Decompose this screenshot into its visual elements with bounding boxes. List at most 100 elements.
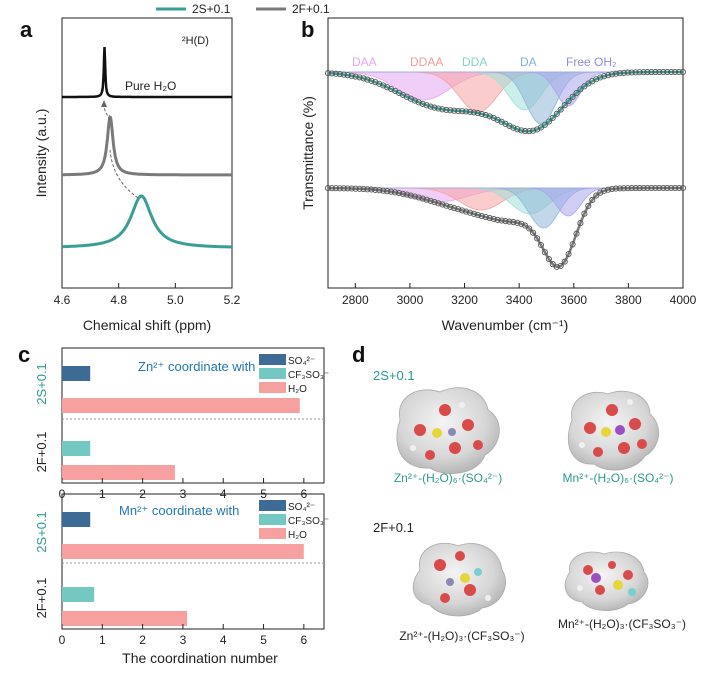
mn-bar-2S01-h2o: [62, 544, 304, 559]
panel-c-letter: c: [18, 342, 30, 367]
panel-a-tick-label: 5.0: [167, 293, 184, 307]
zn-cf3so3-cluster-image: [412, 542, 507, 617]
ftir-2f-point: [573, 230, 580, 237]
mn-tick-label: 6: [301, 633, 308, 647]
ftir-2f-point: [672, 184, 679, 192]
ftir-fit-2s: [327, 70, 683, 133]
ftir-2f-point: [348, 185, 355, 192]
ftir-2f-point: [644, 184, 651, 192]
zn-tick-label: 1: [99, 487, 106, 501]
panel-a: a ²H(D) Pure H₂O 4.6 4.8 5.0 5.2 Chemical s…: [20, 17, 241, 333]
ftir-2s-point: [384, 84, 391, 91]
zn-tick-label: 6: [301, 487, 308, 501]
ftir-2f-point: [534, 235, 541, 242]
ftir-2s-point: [601, 73, 608, 80]
ftir-2f-point: [443, 202, 450, 209]
ftir-2f-point: [340, 185, 347, 192]
ftir-2f-point: [581, 210, 588, 217]
ftir-2f-point: [435, 200, 442, 207]
ftir-2f-point: [557, 262, 564, 269]
zn-so4-cluster-image: [396, 387, 500, 474]
mn-legend-so4: SO₄²⁻: [288, 502, 315, 513]
ftir-2f-point: [384, 188, 391, 195]
ftir-2f-point: [502, 218, 509, 225]
ftir-2f-point: [620, 185, 627, 192]
ftir-2f-point: [545, 255, 552, 263]
mn-legend-h2o: H₂O: [288, 530, 307, 541]
ftir-2s-point: [676, 68, 683, 76]
ftir-2f-point: [356, 185, 363, 192]
ftir-2f-point: [336, 185, 343, 192]
zn-tick-label: 5: [260, 487, 267, 501]
ftir-2f-point: [364, 186, 371, 193]
ftir-2f-point: [415, 194, 422, 201]
nmr-curve-2s: [62, 194, 232, 249]
panel-b-xlabel: Wavenumber (cm⁻¹): [442, 317, 569, 333]
ftir-2f-point: [328, 185, 335, 192]
peak-label-ddaa: DDAA: [410, 55, 443, 69]
ftir-2f-point: [376, 187, 383, 194]
ftir-2f-point: [388, 188, 395, 195]
ftir-2f-point: [459, 207, 466, 214]
ftir-2s-point: [573, 89, 580, 97]
ftir-2s-point: [419, 100, 426, 107]
peak-label-daa: DAA: [352, 55, 377, 69]
ftir-2s-point: [620, 69, 627, 76]
zn-legend-cf3so3: CF₃SO₃⁻: [288, 370, 329, 381]
ftir-2f-point: [392, 189, 399, 196]
panel-b-ylabel: Transmittance (%): [300, 96, 316, 210]
ftir-2f-point: [640, 184, 647, 192]
ftir-2s-point: [435, 105, 442, 112]
ftir-2s-point: [660, 68, 667, 76]
ftir-2s-point: [340, 71, 347, 78]
ftir-2s-point: [486, 113, 493, 120]
ftir-2f-point: [526, 225, 533, 232]
zn-group-label-2s: 2S+0.1: [34, 363, 49, 405]
ftir-2s-point: [549, 114, 556, 121]
ftir-2f-point: [541, 249, 548, 256]
ftir-2s-point: [648, 69, 655, 76]
shift-arrow-lower: [109, 149, 139, 199]
panel-a-xlabel: Chemical shift (ppm): [83, 317, 211, 333]
ftir-2f-point: [577, 220, 584, 227]
ftir-2s-point: [644, 69, 651, 76]
ftir-2s-point: [376, 80, 383, 87]
ftir-2f-point: [616, 185, 623, 192]
ftir-2s-point: [478, 110, 485, 118]
ftir-2f-point: [593, 192, 600, 199]
ftir-2s-point: [411, 97, 418, 104]
ftir-2s-point: [431, 104, 438, 111]
zn-tick-label: 0: [59, 487, 66, 501]
ftir-2f-point: [490, 215, 497, 223]
panel-b-tick-label: 4000: [670, 293, 697, 307]
ftir-2s-point: [608, 71, 616, 78]
peak-label-dda: DDA: [462, 55, 487, 69]
panel-a-tick-label: 5.2: [224, 293, 241, 307]
panel-b-tick-label: 3200: [451, 293, 478, 307]
panel-b-xticks: 2800 3000 3200 3400 3600 3800 4000: [342, 283, 697, 307]
ftir-2s-point: [455, 107, 462, 115]
ftir-2s-point: [328, 70, 335, 77]
ftir-2f-point: [514, 219, 521, 226]
zn-legend-swatch-h2o: [259, 382, 286, 393]
ftir-2f-point: [636, 185, 643, 192]
ftir-2s-point: [459, 108, 466, 115]
ftir-2f-point: [447, 203, 454, 210]
ftir-2f-point: [399, 190, 406, 197]
ftir-2s-point: [545, 118, 552, 125]
ftir-2f-point: [360, 185, 367, 193]
ftir-2f-point: [589, 196, 596, 203]
ftir-2f-point: [522, 222, 529, 229]
ftir-2s-point: [569, 93, 576, 100]
ftir-2s-point: [597, 74, 604, 81]
pure-h2o-label: Pure H₂O: [125, 79, 176, 93]
ftir-component-fills: [328, 71, 683, 229]
ftir-2s-point: [423, 102, 430, 109]
ftir-2f-point: [474, 211, 481, 219]
ftir-fit-2f: [328, 186, 683, 269]
ftir-2f-point: [498, 217, 505, 224]
panel-b-tick-label: 2800: [342, 293, 369, 307]
ftir-2f-point: [601, 187, 608, 194]
mn-so4-cluster-image: [567, 390, 659, 471]
